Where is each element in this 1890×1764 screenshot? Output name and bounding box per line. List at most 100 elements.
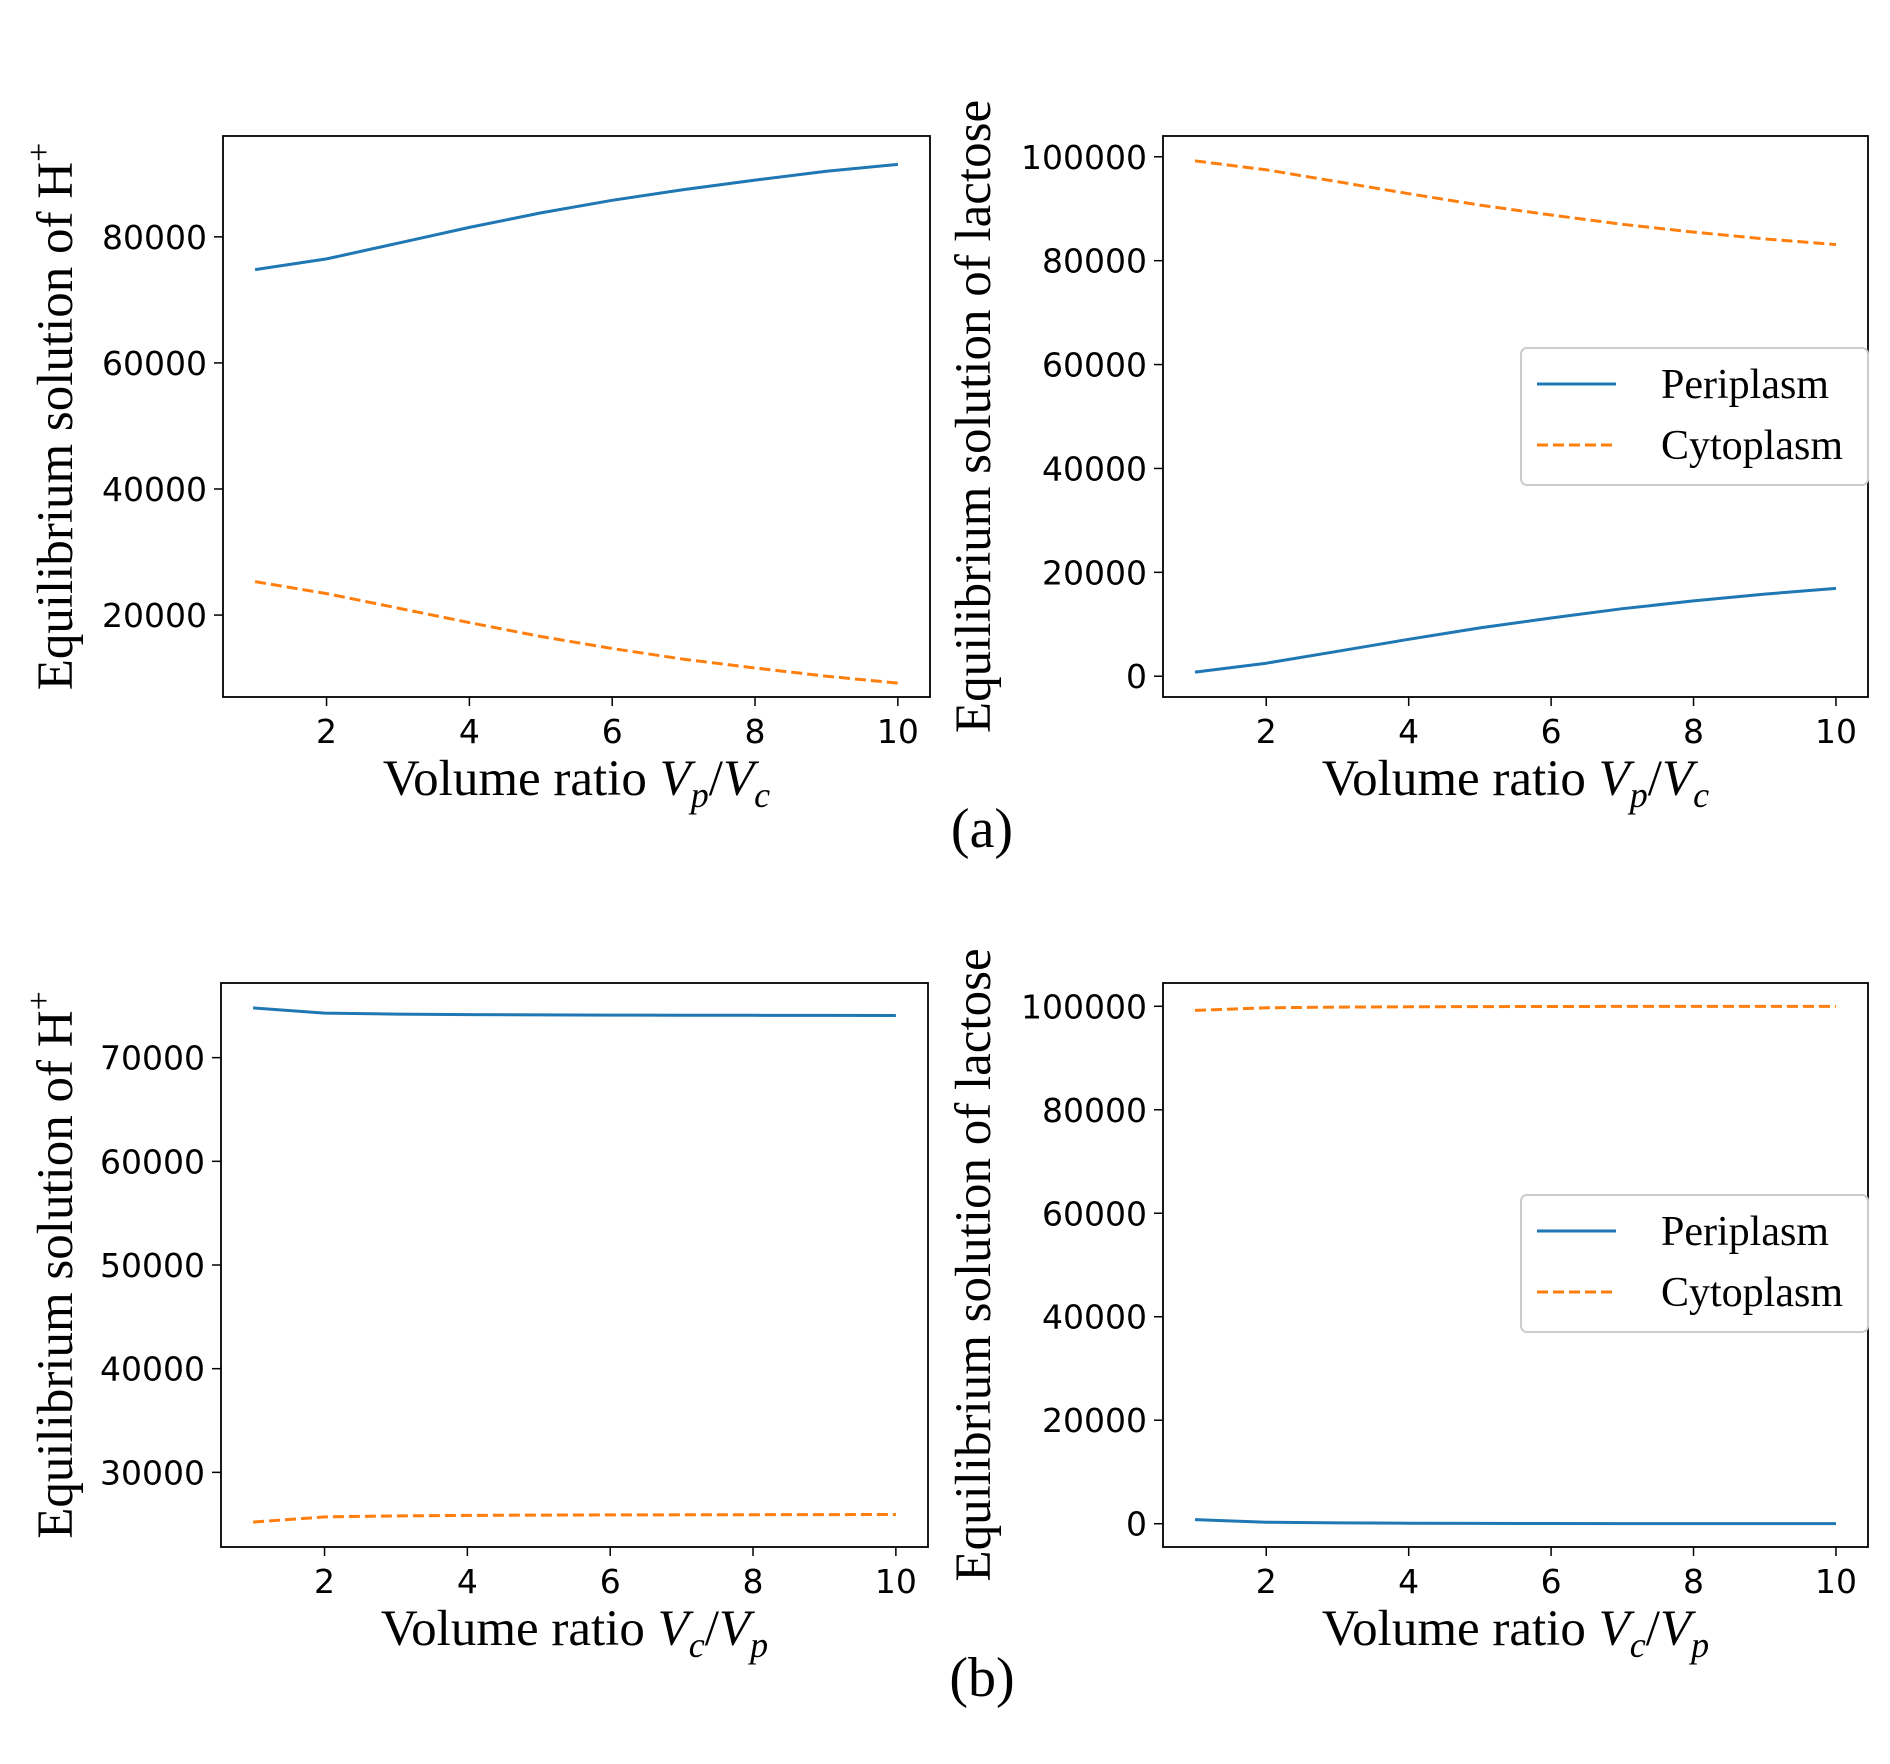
y-tick-label: 40000 [102, 470, 207, 509]
y-tick-label: 100000 [1021, 138, 1147, 177]
y-tick-label: 60000 [102, 344, 207, 383]
legend: Periplasm Cytoplasm [1520, 1194, 1869, 1333]
legend-box [1520, 1194, 1869, 1333]
x-axis-title-text: Volume ratio [381, 1601, 658, 1657]
y-axis-title-superscript: + [21, 991, 58, 1010]
x-tick-label: 2 [314, 1562, 335, 1601]
y-tick-label: 70000 [100, 1039, 205, 1078]
legend-label-periplasm: Periplasm [1661, 362, 1829, 408]
x-tick-label: 10 [1815, 1562, 1857, 1601]
series-line-cytoplasm [1194, 159, 1837, 247]
y-axis-title: Equilibrium solution of H+ [21, 143, 84, 691]
x-axis-math-v1: V [660, 751, 697, 807]
x-tick-label: 4 [457, 1562, 478, 1601]
legend-box [1520, 347, 1869, 486]
y-axis-title-text: Equilibrium solution of lactose [946, 100, 1002, 733]
panel-label-b: (b) [949, 1647, 1014, 1709]
legend-label-cytoplasm: Cytoplasm [1661, 423, 1843, 469]
x-axis-math-v1: V [1599, 1601, 1636, 1657]
x-axis-title-text: Volume ratio [1322, 1601, 1599, 1657]
x-axis-math-sub2: c [1693, 775, 1709, 815]
x-axis-math-slash: / [1646, 1601, 1661, 1657]
x-tick-label: 8 [1683, 712, 1704, 751]
y-tick-label: 60000 [1042, 1194, 1147, 1233]
series-line-cytoplasm [252, 1513, 896, 1524]
y-tick-label: 20000 [102, 596, 207, 635]
x-tick-label: 4 [1398, 1562, 1419, 1601]
x-tick-label: 8 [1683, 1562, 1704, 1601]
plot-frame [220, 982, 929, 1548]
x-tick-label: 4 [459, 712, 480, 751]
y-tick-label: 100000 [1021, 987, 1147, 1026]
x-tick-label: 10 [877, 712, 919, 751]
x-tick-label: 6 [600, 1562, 621, 1601]
x-axis-math-v2: V [723, 751, 760, 807]
x-tick-label: 2 [1256, 1562, 1277, 1601]
x-tick-label: 10 [1815, 712, 1857, 751]
chart-1: 2 4 6 8 10 20000 40000 60000 80000 Equilibrium so… [21, 135, 931, 815]
y-tick-label: 80000 [1042, 1091, 1147, 1130]
x-axis-math-sub2: p [747, 1625, 768, 1665]
x-axis-title: Volume ratio Vc/Vp [381, 1601, 768, 1665]
x-tick-label: 2 [1256, 712, 1277, 751]
plot-frame [222, 135, 931, 698]
x-axis-math-sub2: c [754, 775, 770, 815]
y-tick-label: 0 [1126, 657, 1147, 696]
y-tick-label: 50000 [100, 1246, 205, 1285]
x-tick-label: 8 [745, 712, 766, 751]
y-tick-label: 0 [1126, 1505, 1147, 1544]
y-tick-label: 60000 [100, 1142, 205, 1181]
y-tick-label: 40000 [1042, 449, 1147, 488]
y-axis-title-text: Equilibrium solution of H [28, 162, 84, 690]
x-axis-math-slash: / [705, 1601, 720, 1657]
x-tick-label: 10 [875, 1562, 917, 1601]
series-line-cytoplasm [1194, 1004, 1836, 1012]
x-axis-math-slash: / [1648, 751, 1663, 807]
y-axis-title: Equilibrium solution of lactose [946, 100, 1002, 733]
legend: Periplasm Cytoplasm [1520, 347, 1869, 486]
series-line-cytoplasm [254, 580, 899, 685]
y-tick-label: 20000 [1042, 553, 1147, 592]
y-axis-title-text: Equilibrium solution of H [28, 1010, 84, 1538]
series-line-periplasm [254, 162, 899, 272]
x-axis-math-sub1: c [689, 1625, 705, 1665]
y-tick-label: 40000 [1042, 1298, 1147, 1337]
y-axis-title-superscript: + [21, 143, 58, 162]
series-line-periplasm [1194, 586, 1837, 674]
y-tick-label: 60000 [1042, 346, 1147, 385]
x-axis-math-sub2: p [1688, 1625, 1709, 1665]
x-axis-math-sub1: p [688, 775, 709, 815]
x-axis-math-v1: V [1599, 751, 1636, 807]
x-axis-title: Volume ratio Vp/Vc [383, 751, 770, 815]
series-line-periplasm [252, 1006, 896, 1017]
x-axis-title-text: Volume ratio [383, 751, 660, 807]
x-axis-math-v2: V [1660, 1601, 1697, 1657]
x-axis-math-sub1: c [1630, 1625, 1646, 1665]
y-axis-title-text: Equilibrium solution of lactose [946, 948, 1002, 1581]
legend-label-cytoplasm: Cytoplasm [1661, 1270, 1843, 1316]
chart-2: 2 4 6 8 10 0 20000 40000 60000 80000 100000 Equilib… [946, 100, 1869, 815]
x-axis-math-slash: / [709, 751, 724, 807]
y-tick-label: 80000 [102, 218, 207, 257]
x-axis-math-v2: V [1662, 751, 1699, 807]
x-tick-label: 4 [1398, 712, 1419, 751]
y-tick-label: 30000 [100, 1453, 205, 1492]
legend-label-periplasm: Periplasm [1661, 1209, 1829, 1255]
x-axis-title: Volume ratio Vc/Vp [1322, 1601, 1709, 1665]
x-axis-title: Volume ratio Vp/Vc [1322, 751, 1709, 815]
chart-3: 2 4 6 8 10 30000 40000 50000 60000 70000 Equilibri… [21, 982, 929, 1665]
y-tick-label: 40000 [100, 1350, 205, 1389]
chart-4: 2 4 6 8 10 0 20000 40000 60000 80000 100000 Equilib… [946, 948, 1869, 1665]
y-axis-title: Equilibrium solution of lactose [946, 948, 1002, 1581]
x-tick-label: 8 [743, 1562, 764, 1601]
x-tick-label: 6 [1541, 1562, 1562, 1601]
panel-label-a: (a) [951, 798, 1013, 860]
x-axis-title-text: Volume ratio [1322, 751, 1599, 807]
x-axis-math-v2: V [719, 1601, 756, 1657]
series-line-periplasm [1194, 1518, 1836, 1526]
x-tick-label: 6 [1541, 712, 1562, 751]
y-tick-label: 80000 [1042, 242, 1147, 281]
y-axis-title: Equilibrium solution of H+ [21, 991, 84, 1539]
y-tick-label: 20000 [1042, 1401, 1147, 1440]
